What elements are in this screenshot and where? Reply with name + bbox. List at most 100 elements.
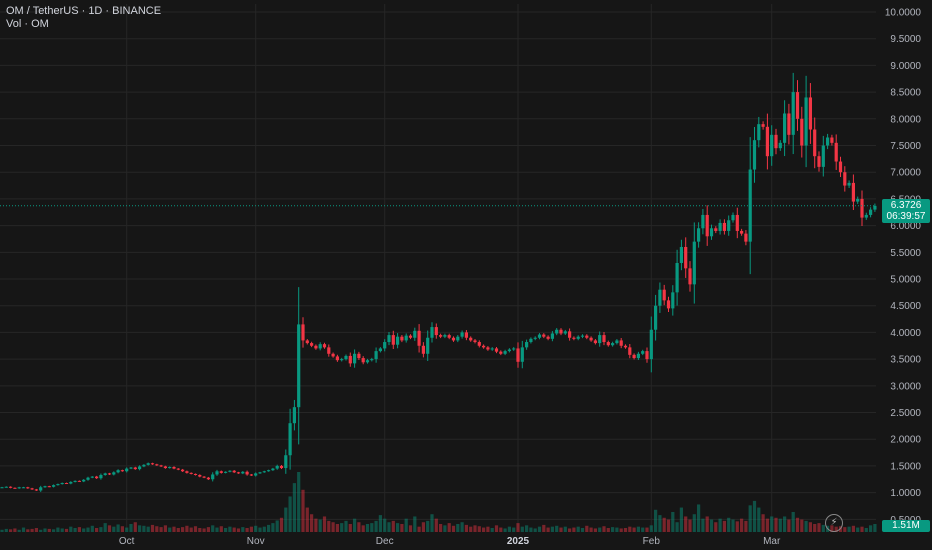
candle-body bbox=[13, 487, 17, 489]
candle-body bbox=[82, 479, 86, 482]
candle-body bbox=[546, 336, 550, 339]
candle bbox=[679, 239, 683, 271]
time-axis[interactable]: Oct Nov Dec 2025 Feb Mar bbox=[119, 536, 781, 547]
volume-bar bbox=[271, 523, 275, 532]
volume-bar bbox=[851, 525, 855, 532]
candle bbox=[0, 486, 4, 489]
candle bbox=[56, 483, 60, 486]
volume-bar bbox=[202, 528, 206, 532]
volume-bar bbox=[181, 527, 185, 532]
candle bbox=[525, 339, 529, 350]
candle-body bbox=[279, 465, 284, 469]
candle bbox=[641, 349, 645, 356]
volume-bar bbox=[787, 519, 791, 532]
volume-bar bbox=[770, 516, 774, 532]
candle-body bbox=[757, 124, 761, 141]
volume-bar bbox=[477, 526, 481, 532]
candle bbox=[236, 471, 241, 474]
price-tick-label: 5.0000 bbox=[890, 275, 921, 286]
candle-body bbox=[783, 113, 787, 143]
candle-body bbox=[456, 336, 460, 341]
candle bbox=[451, 336, 456, 342]
candle-body bbox=[262, 471, 266, 473]
candle bbox=[550, 331, 554, 342]
volume-bar bbox=[52, 529, 56, 532]
price-tick-label: 5.5000 bbox=[890, 248, 921, 259]
price-axis[interactable]: 10.0000 9.5000 9.0000 8.5000 8.0000 7.5000 7.0… bbox=[885, 8, 922, 526]
volume-bar bbox=[43, 528, 47, 532]
volume-bar bbox=[404, 518, 408, 532]
symbol-title[interactable]: OM / TetherUS · 1D · BINANCE bbox=[6, 5, 162, 17]
volume-bar bbox=[232, 527, 236, 532]
candle-body bbox=[185, 471, 189, 473]
volume-bar bbox=[353, 518, 357, 532]
volume-bar bbox=[99, 527, 103, 532]
candle bbox=[249, 473, 253, 477]
candle-body bbox=[249, 474, 253, 476]
candle bbox=[292, 399, 296, 431]
volume-bar bbox=[357, 522, 361, 532]
candle-body bbox=[482, 345, 486, 348]
candle bbox=[542, 333, 546, 339]
volume-bar bbox=[697, 504, 701, 532]
candle bbox=[744, 230, 748, 246]
price-tick-label: 1.5000 bbox=[890, 461, 921, 472]
bar-countdown: 06:39:57 bbox=[886, 210, 926, 222]
volume-bar bbox=[666, 519, 671, 532]
candle-body bbox=[649, 329, 653, 360]
candle bbox=[787, 103, 791, 145]
lightning-icon[interactable]: ⚡ bbox=[825, 514, 843, 532]
volume-bar bbox=[241, 527, 245, 532]
volume-bar bbox=[722, 520, 726, 532]
candle-body bbox=[168, 466, 172, 469]
candle bbox=[103, 472, 107, 476]
volume-bar bbox=[774, 517, 778, 532]
candle-body bbox=[662, 289, 666, 301]
volume-bar bbox=[297, 472, 301, 532]
time-tick-label: Dec bbox=[376, 536, 394, 547]
volume-bar bbox=[387, 522, 391, 532]
candle-body bbox=[705, 214, 709, 237]
volume-bar bbox=[482, 527, 486, 532]
candle-body bbox=[284, 455, 288, 469]
price-tick-label: 7.5000 bbox=[890, 141, 921, 152]
candle-body bbox=[129, 467, 133, 469]
candle-body bbox=[692, 241, 696, 285]
volume-bar bbox=[791, 512, 795, 532]
candle-body bbox=[120, 470, 124, 472]
candle-body bbox=[310, 343, 314, 346]
candle-body bbox=[288, 423, 292, 456]
volume-title[interactable]: Vol · OM bbox=[6, 18, 49, 30]
candle bbox=[701, 208, 705, 235]
candle-body bbox=[654, 305, 658, 330]
candle bbox=[112, 471, 116, 476]
candle bbox=[232, 470, 236, 474]
volume-bar bbox=[215, 527, 219, 532]
candle-body bbox=[408, 335, 413, 338]
volume-bar bbox=[133, 522, 137, 532]
candle-body bbox=[821, 145, 825, 167]
candle bbox=[133, 466, 137, 470]
time-tick-label: Nov bbox=[247, 536, 265, 547]
volume-bar bbox=[267, 524, 271, 532]
candle bbox=[107, 472, 112, 475]
candle bbox=[206, 476, 210, 480]
candle bbox=[30, 487, 34, 490]
volume-bar bbox=[821, 524, 825, 532]
volume-bar bbox=[671, 512, 675, 532]
candle bbox=[60, 482, 64, 485]
candle bbox=[520, 340, 524, 369]
candle-body bbox=[138, 466, 142, 470]
candle-body bbox=[172, 466, 176, 469]
volume-bar bbox=[576, 526, 580, 532]
volume-bar bbox=[236, 528, 241, 532]
candle bbox=[559, 328, 563, 336]
candle-body bbox=[641, 351, 645, 354]
candle-body bbox=[830, 137, 834, 143]
volume-bar bbox=[30, 528, 34, 532]
candle-body bbox=[744, 233, 748, 242]
volume-bar bbox=[520, 526, 524, 532]
volume-bar bbox=[64, 528, 69, 532]
candle bbox=[138, 465, 142, 471]
